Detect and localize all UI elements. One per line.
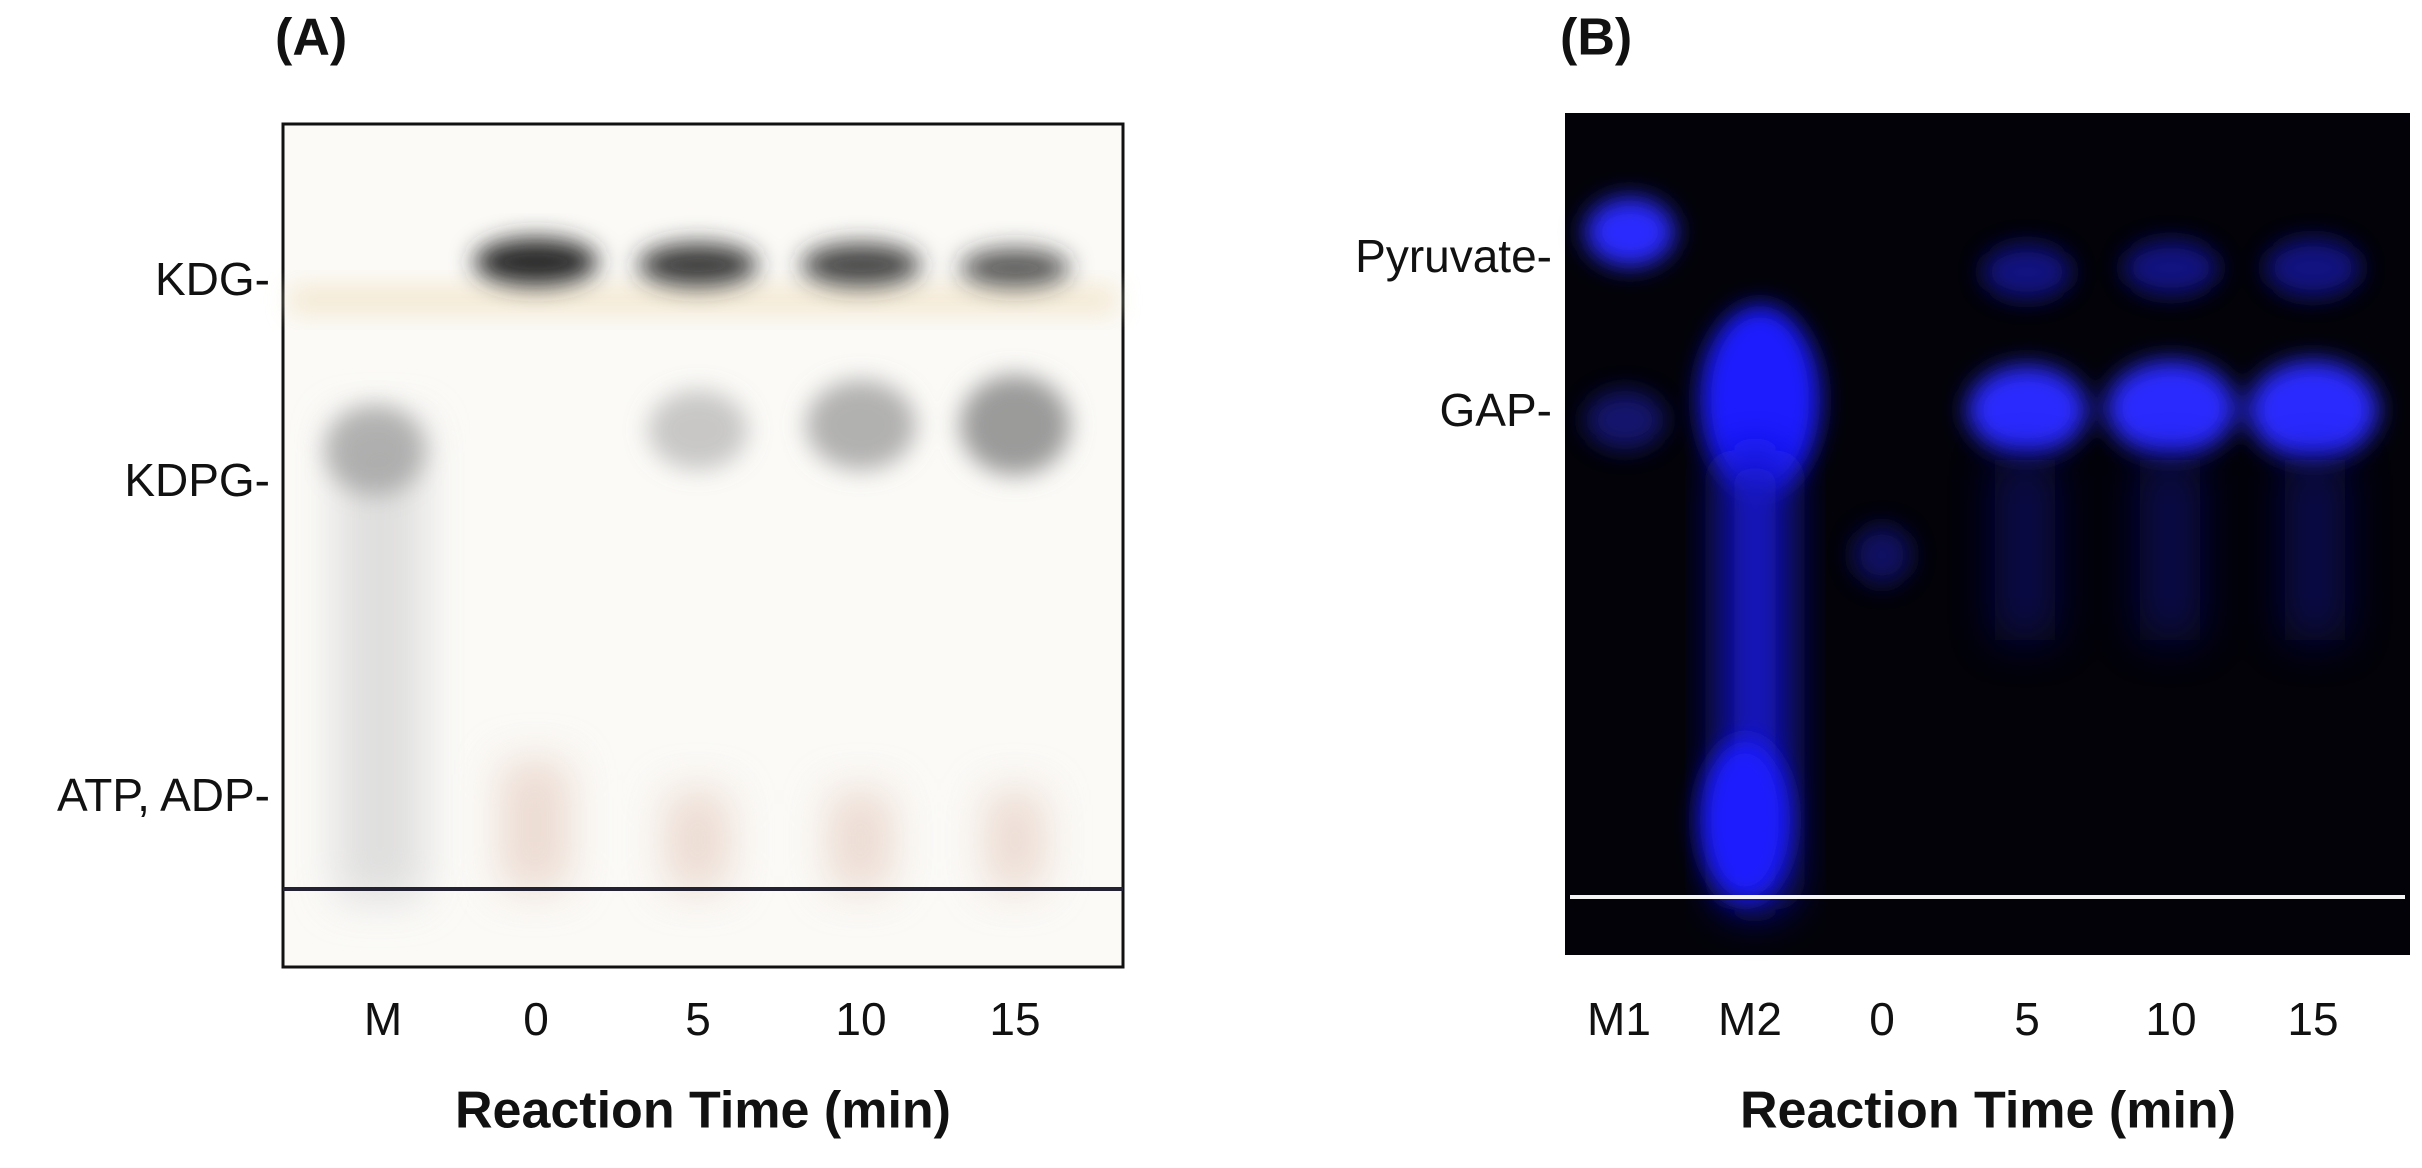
lane-label: M1	[1587, 993, 1651, 1045]
panel-label: (B)	[1560, 9, 1632, 67]
lane-label: M2	[1718, 993, 1782, 1045]
row-label: KDPG-	[124, 454, 270, 506]
lane-label: 0	[523, 993, 549, 1045]
lane-label: 10	[835, 993, 886, 1045]
x-title: Reaction Time (min)	[455, 1082, 951, 1140]
x-title: Reaction Time (min)	[1740, 1082, 2236, 1140]
lane-label: 0	[1869, 993, 1895, 1045]
row-label: Pyruvate-	[1355, 230, 1552, 282]
lane-label: 5	[2014, 993, 2040, 1045]
row-label: ATP, ADP-	[57, 769, 270, 821]
lane-label: 10	[2145, 993, 2196, 1045]
lane-label: 5	[685, 993, 711, 1045]
lane-label: 15	[2287, 993, 2338, 1045]
panel-label: (A)	[275, 9, 347, 67]
lane-label: M	[364, 993, 402, 1045]
tlc-plate-a	[281, 122, 1125, 969]
tlc-plate-b	[1565, 113, 2410, 955]
lane-label: 15	[989, 993, 1040, 1045]
row-label: GAP-	[1440, 384, 1552, 436]
row-label: KDG-	[155, 253, 270, 305]
